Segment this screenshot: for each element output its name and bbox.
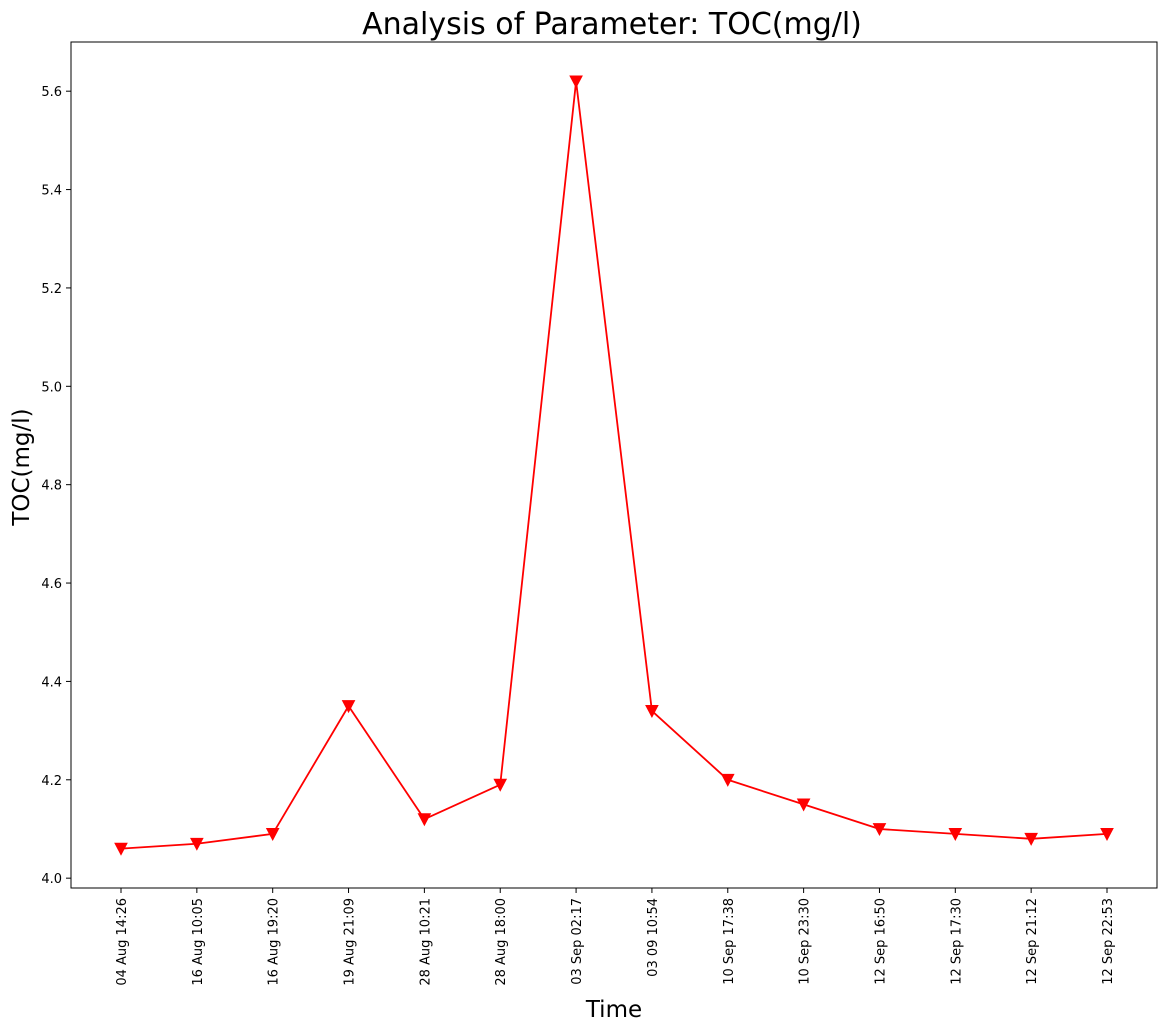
data-point-marker	[1100, 827, 1114, 841]
x-axis: 04 Aug 14:26 16 Aug 10:05 16 Aug 19:20 19 A…	[115, 888, 1116, 986]
y-tick-label: 5.4	[41, 184, 62, 199]
data-point-marker	[796, 798, 811, 812]
data-point-marker	[720, 773, 735, 787]
x-tick-label: 28 Aug 18:00	[494, 898, 509, 986]
y-tick-label: 4.0	[41, 872, 62, 887]
data-point-marker	[265, 827, 280, 841]
data-point-marker	[341, 700, 356, 714]
x-tick-label: 12 Sep 17:30	[949, 898, 964, 985]
y-axis-label: TOC(mg/l)	[9, 408, 35, 526]
x-tick-label: 10 Sep 23:30	[798, 898, 813, 985]
y-tick-label: 4.6	[41, 577, 62, 592]
chart-title: Analysis of Parameter: TOC(mg/l)	[362, 7, 862, 42]
x-tick-label: 16 Aug 10:05	[191, 898, 206, 986]
data-point-marker	[114, 842, 128, 856]
y-tick-label: 5.6	[41, 85, 62, 100]
data-point-marker	[493, 778, 508, 792]
data-point-marker	[872, 823, 887, 837]
x-tick-label: 12 Sep 22:53	[1101, 898, 1116, 985]
y-tick-label: 4.2	[41, 774, 62, 789]
series-line	[120, 80, 1108, 850]
x-tick-label: 16 Aug 19:20	[267, 898, 282, 986]
x-axis-label: Time	[585, 997, 642, 1023]
x-tick-label: 12 Sep 21:12	[1025, 898, 1040, 985]
x-tick-label: 03 Sep 02:17	[570, 898, 585, 985]
x-tick-label: 19 Aug 21:09	[343, 898, 358, 986]
data-point-marker	[948, 827, 963, 841]
x-tick-label: 10 Sep 17:38	[722, 898, 737, 985]
data-point-marker	[190, 837, 204, 851]
plot-frame	[70, 41, 1158, 889]
data-point-marker	[569, 75, 583, 89]
x-tick-label: 28 Aug 10:21	[418, 898, 433, 986]
y-tick-label: 4.4	[41, 675, 62, 690]
y-tick-label: 5.0	[41, 380, 62, 395]
data-point-marker	[417, 813, 432, 827]
x-tick-label: 03 09 10:54	[646, 898, 661, 977]
y-tick-label: 4.8	[41, 479, 62, 494]
y-tick-label: 5.2	[41, 282, 62, 297]
x-tick-label: 12 Sep 16:50	[873, 898, 888, 985]
plot-series	[114, 75, 1114, 856]
y-axis: 4.0 4.2 4.4 4.6 4.8 5.0 5.2 5.4 5.6	[41, 85, 71, 887]
data-point-marker	[1024, 832, 1038, 846]
data-point-marker	[645, 705, 659, 719]
x-tick-label: 04 Aug 14:26	[115, 898, 130, 986]
